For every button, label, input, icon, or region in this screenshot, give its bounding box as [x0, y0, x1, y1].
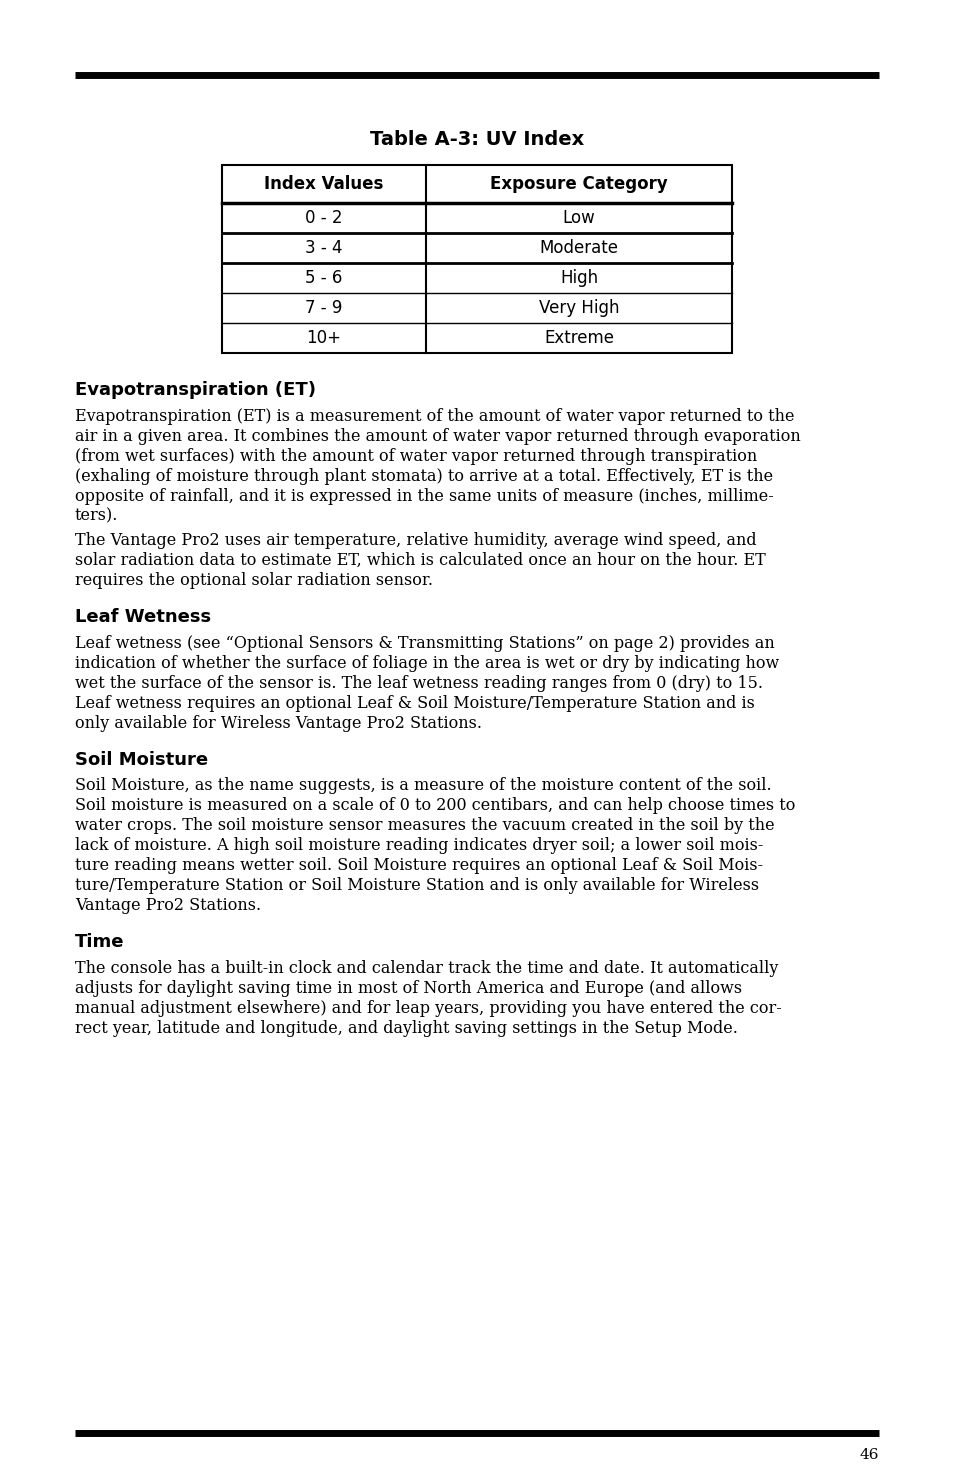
Text: manual adjustment elsewhere) and for leap years, providing you have entered the : manual adjustment elsewhere) and for lea…: [75, 1000, 781, 1018]
Text: 5 - 6: 5 - 6: [305, 268, 342, 288]
Text: opposite of rainfall, and it is expressed in the same units of measure (inches, : opposite of rainfall, and it is expresse…: [75, 488, 773, 504]
Text: water crops. The soil moisture sensor measures the vacuum created in the soil by: water crops. The soil moisture sensor me…: [75, 817, 774, 835]
Bar: [222, 165, 731, 353]
Text: ters).: ters).: [75, 507, 118, 525]
Text: Moderate: Moderate: [539, 239, 618, 257]
Text: only available for Wireless Vantage Pro2 Stations.: only available for Wireless Vantage Pro2…: [75, 714, 481, 732]
Text: (from wet surfaces) with the amount of water vapor returned through transpiratio: (from wet surfaces) with the amount of w…: [75, 448, 757, 465]
Text: Leaf wetness requires an optional Leaf & Soil Moisture/Temperature Station and i: Leaf wetness requires an optional Leaf &…: [75, 695, 754, 711]
Text: Table A-3: UV Index: Table A-3: UV Index: [370, 130, 583, 149]
Text: Vantage Pro2 Stations.: Vantage Pro2 Stations.: [75, 897, 261, 914]
Text: wet the surface of the sensor is. The leaf wetness reading ranges from 0 (dry) t: wet the surface of the sensor is. The le…: [75, 674, 762, 692]
Text: Low: Low: [562, 209, 595, 227]
Text: Leaf Wetness: Leaf Wetness: [75, 608, 211, 625]
Text: 3 - 4: 3 - 4: [305, 239, 342, 257]
Text: Soil moisture is measured on a scale of 0 to 200 centibars, and can help choose : Soil moisture is measured on a scale of …: [75, 798, 795, 814]
Text: High: High: [559, 268, 598, 288]
Text: ture/Temperature Station or Soil Moisture Station and is only available for Wire: ture/Temperature Station or Soil Moistur…: [75, 878, 759, 894]
Text: air in a given area. It combines the amount of water vapor returned through evap: air in a given area. It combines the amo…: [75, 428, 800, 445]
Text: lack of moisture. A high soil moisture reading indicates dryer soil; a lower soi: lack of moisture. A high soil moisture r…: [75, 838, 762, 854]
Text: adjusts for daylight saving time in most of North America and Europe (and allows: adjusts for daylight saving time in most…: [75, 981, 741, 997]
Text: Soil Moisture: Soil Moisture: [75, 751, 208, 768]
Text: Extreme: Extreme: [543, 329, 614, 347]
Text: Time: Time: [75, 934, 125, 951]
Text: Very High: Very High: [538, 299, 618, 317]
Text: Evapotranspiration (ET) is a measurement of the amount of water vapor returned t: Evapotranspiration (ET) is a measurement…: [75, 407, 794, 425]
Text: Soil Moisture, as the name suggests, is a measure of the moisture content of the: Soil Moisture, as the name suggests, is …: [75, 777, 771, 795]
Text: (exhaling of moisture through plant stomata) to arrive at a total. Effectively, : (exhaling of moisture through plant stom…: [75, 468, 772, 485]
Text: 10+: 10+: [306, 329, 341, 347]
Text: rect year, latitude and longitude, and daylight saving settings in the Setup Mod: rect year, latitude and longitude, and d…: [75, 1021, 737, 1037]
Text: Index Values: Index Values: [264, 176, 383, 193]
Text: ture reading means wetter soil. Soil Moisture requires an optional Leaf & Soil M: ture reading means wetter soil. Soil Moi…: [75, 857, 762, 875]
Text: indication of whether the surface of foliage in the area is wet or dry by indica: indication of whether the surface of fol…: [75, 655, 779, 671]
Text: solar radiation data to estimate ET, which is calculated once an hour on the hou: solar radiation data to estimate ET, whi…: [75, 552, 765, 569]
Text: Leaf wetness (see “Optional Sensors & Transmitting Stations” on page 2) provides: Leaf wetness (see “Optional Sensors & Tr…: [75, 634, 774, 652]
Text: requires the optional solar radiation sensor.: requires the optional solar radiation se…: [75, 572, 433, 589]
Text: The Vantage Pro2 uses air temperature, relative humidity, average wind speed, an: The Vantage Pro2 uses air temperature, r…: [75, 532, 756, 549]
Text: Evapotranspiration (ET): Evapotranspiration (ET): [75, 381, 315, 400]
Text: The console has a built-in clock and calendar track the time and date. It automa: The console has a built-in clock and cal…: [75, 960, 778, 978]
Text: 7 - 9: 7 - 9: [305, 299, 342, 317]
Text: 0 - 2: 0 - 2: [305, 209, 342, 227]
Text: 46: 46: [859, 1448, 878, 1462]
Text: Exposure Category: Exposure Category: [490, 176, 667, 193]
